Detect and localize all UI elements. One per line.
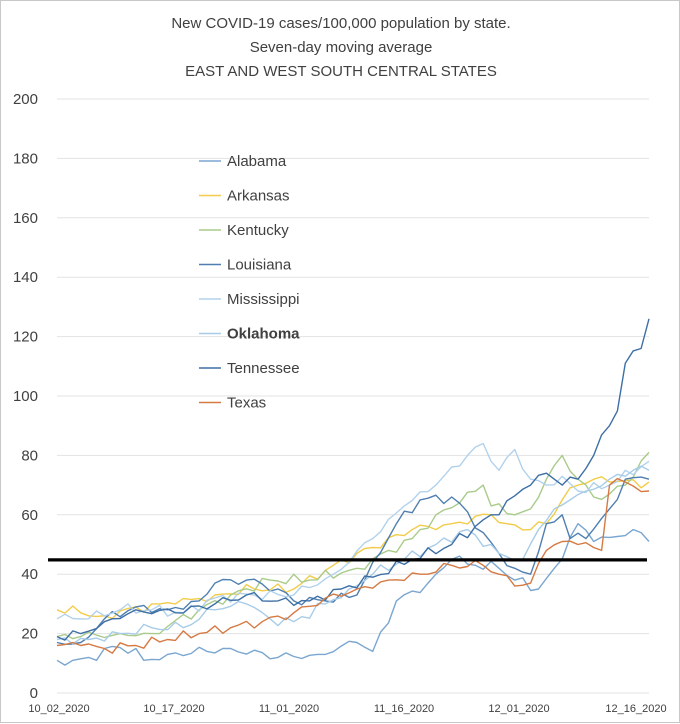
x-tick-label: 11_01_2020 [259,703,319,715]
title-line-3: EAST AND WEST SOUTH CENTRAL STATES [185,63,497,80]
y-tick-label: 60 [21,507,38,524]
series-line-louisiana [56,476,650,645]
y-tick-label: 20 [21,626,38,643]
y-tick-label: 100 [13,388,38,405]
legend-label-mississippi: Mississippi [227,291,300,308]
y-tick-label: 160 [13,210,38,227]
series-line-alabama [56,523,650,666]
x-tick-label: 12_01_2020 [488,703,549,715]
title-line-1: New COVID-19 cases/100,000 population by… [171,15,510,32]
chart-title: New COVID-19 cases/100,000 population by… [171,15,510,80]
series-line-tennessee [56,318,650,641]
y-tick-label: 180 [13,150,38,167]
y-axis: 0 20 40 60 80 100 120 140 160 180 200 [13,91,38,702]
y-tick-label: 200 [13,91,38,108]
legend-label-tennessee: Tennessee [227,360,300,377]
title-line-2: Seven-day moving average [250,39,433,56]
legend-label-kentucky: Kentucky [227,222,289,239]
y-tick-label: 40 [21,566,38,583]
x-tick-label: 10_02_2020 [28,703,89,715]
x-tick-label: 12_16_2020 [605,703,666,715]
series-line-arkansas [56,476,650,620]
x-tick-label: 11_16_2020 [374,703,434,715]
y-tick-label: 140 [13,269,38,286]
y-tick-label: 0 [30,685,38,702]
legend: Alabama Arkansas Kentucky Louisiana Mississi… [199,153,300,412]
y-tick-label: 120 [13,329,38,346]
legend-label-alabama: Alabama [227,153,287,170]
y-tick-label: 80 [21,447,38,464]
series-line-texas [56,477,650,654]
legend-label-oklahoma: Oklahoma [227,326,300,343]
legend-label-texas: Texas [227,395,266,412]
x-tick-label: 10_17_2020 [143,703,204,715]
series-line-oklahoma [56,465,650,645]
x-axis: 10_02_2020 10_17_2020 11_01_2020 11_16_2020… [28,703,666,715]
series-lines [56,318,650,666]
legend-label-arkansas: Arkansas [227,188,290,205]
series-line-mississippi [56,442,650,620]
series-line-kentucky [56,451,650,640]
legend-label-louisiana: Louisiana [227,257,292,274]
gridlines [57,98,649,694]
